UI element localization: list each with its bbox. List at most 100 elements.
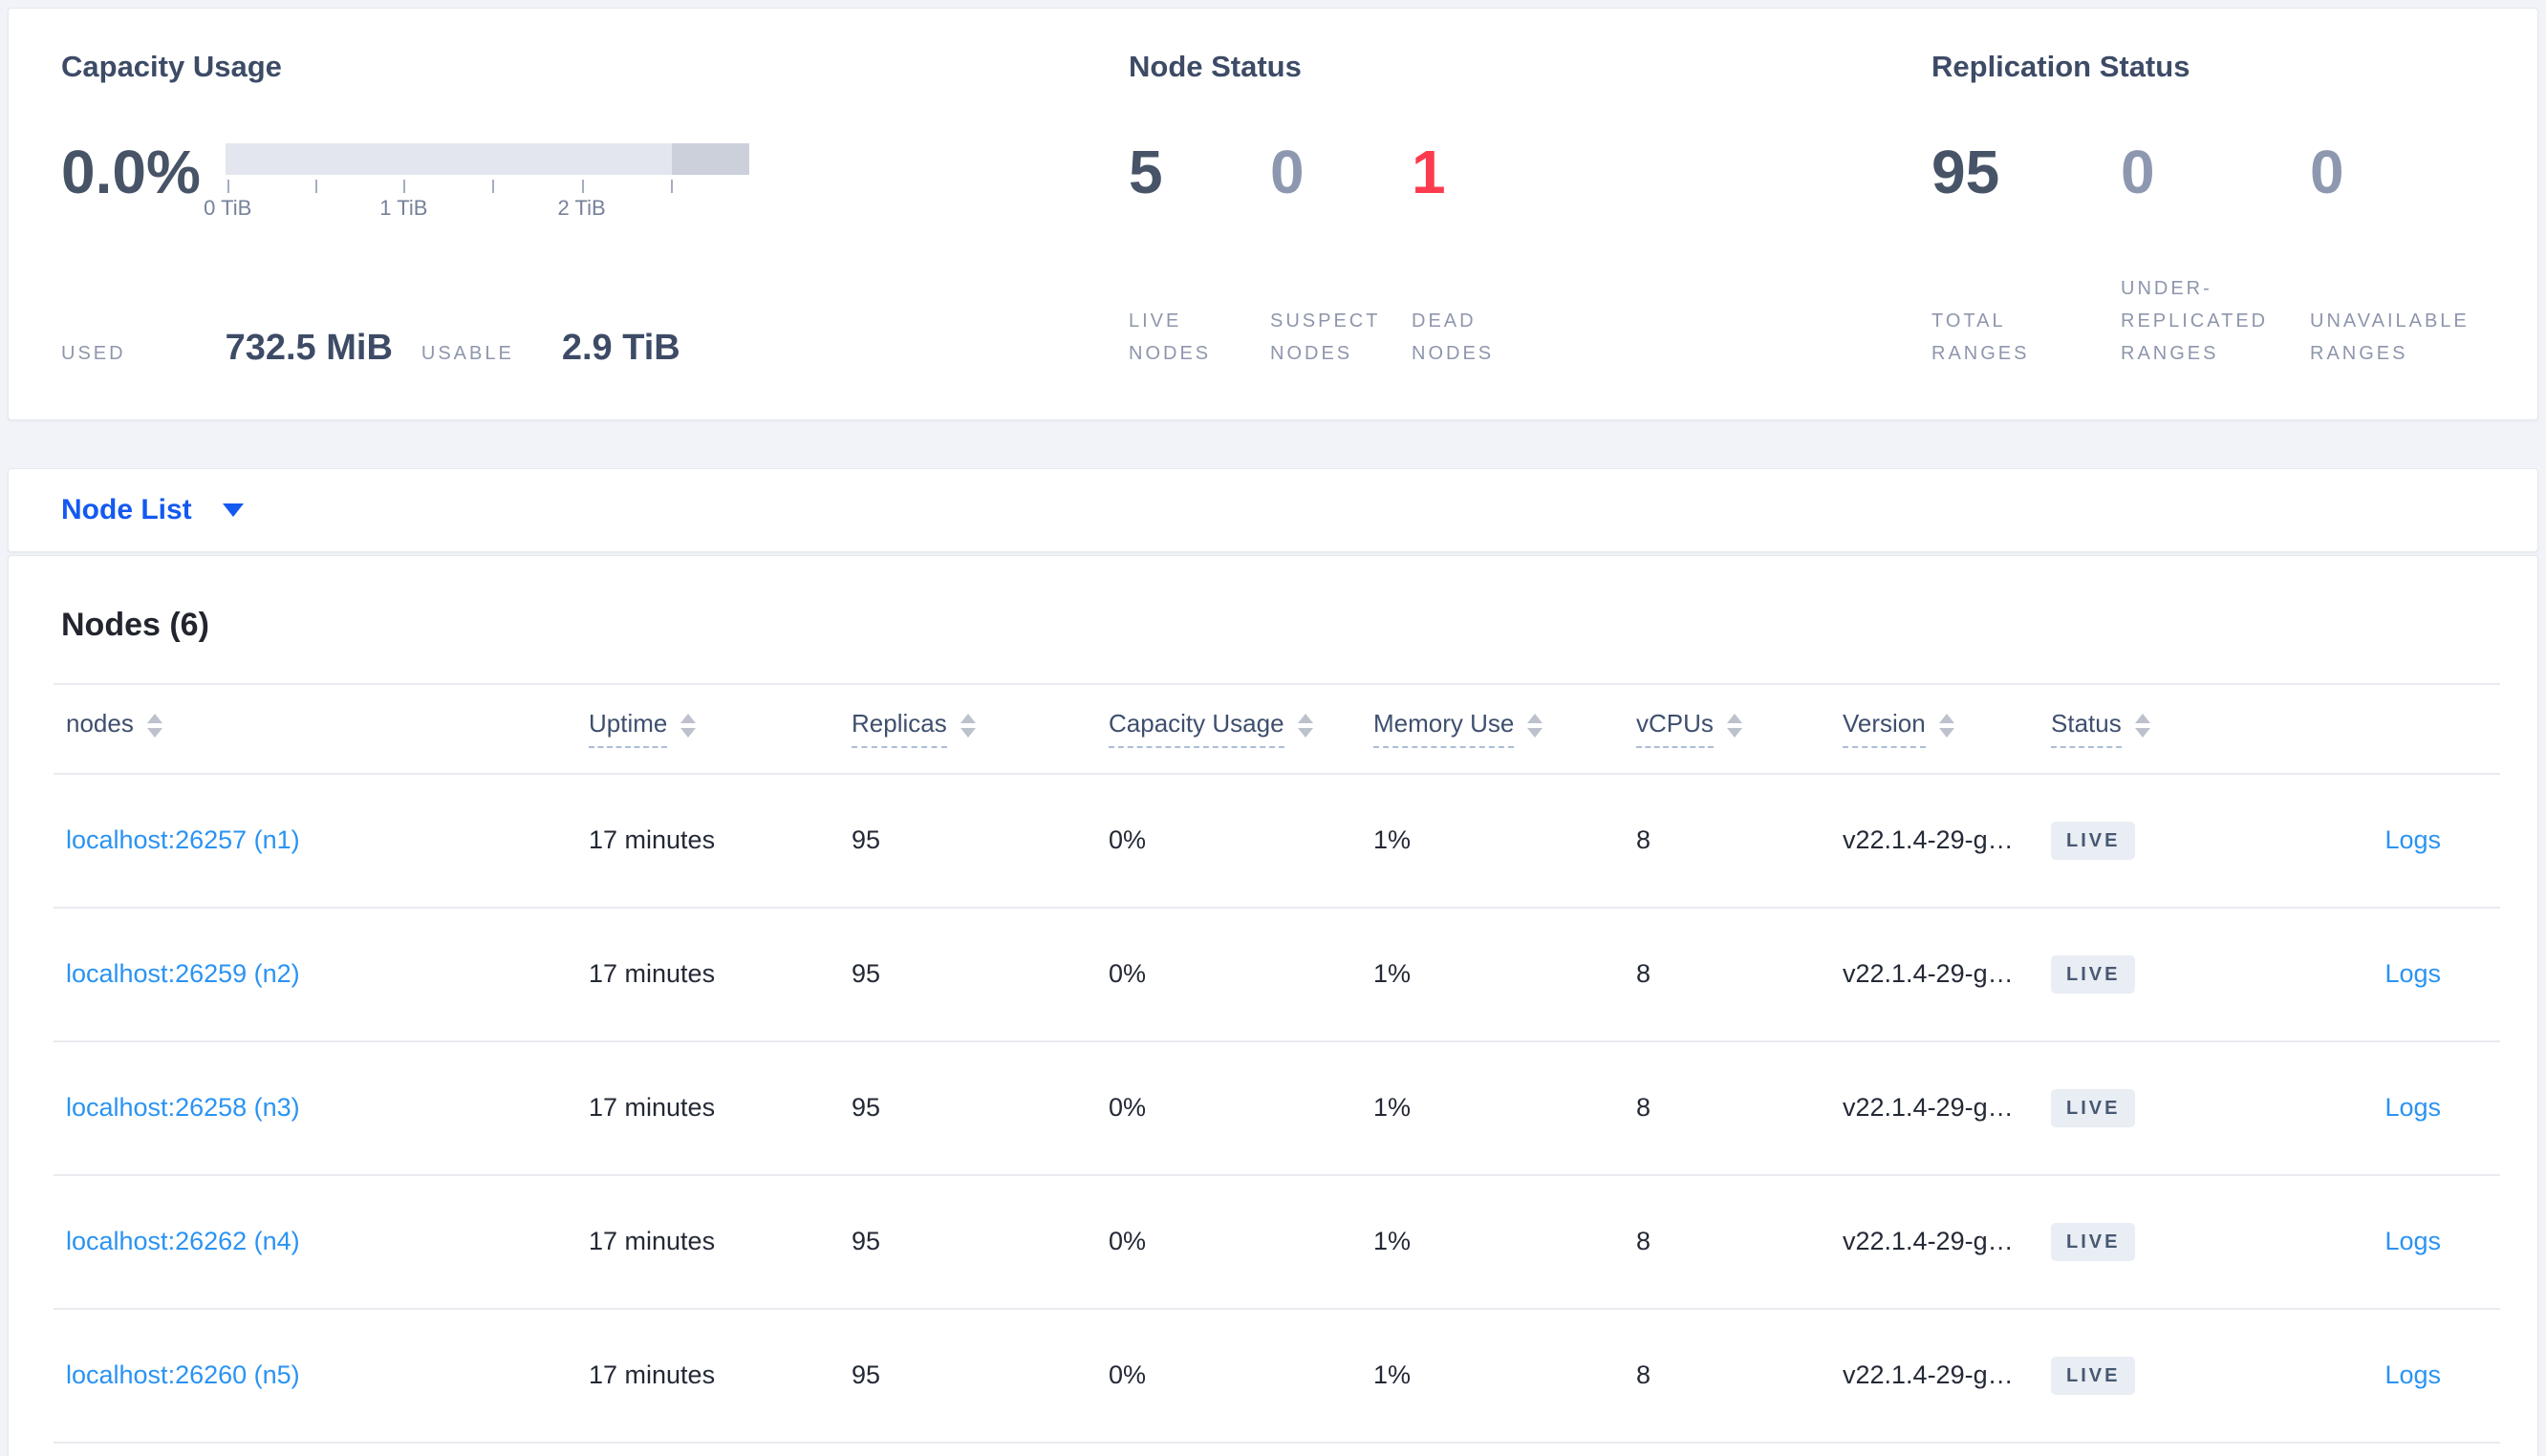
capacity-usage-cell: 0%: [1109, 1040, 1373, 1176]
column-header-version[interactable]: Version: [1843, 682, 2051, 775]
replicas-cell: 95: [852, 1174, 1109, 1310]
column-header-replicas[interactable]: Replicas: [852, 682, 1109, 775]
node-link[interactable]: localhost:26259 (n2): [66, 959, 300, 989]
total-ranges-count: 95: [1931, 138, 2000, 207]
version-cell: v22.1.4-29-g…: [1843, 1040, 2051, 1176]
replication-status-title: Replication Status: [1931, 50, 2190, 83]
column-header-logs-spacer: [2247, 682, 2500, 775]
live-nodes-stat: 5 LIVE NODES: [1129, 141, 1270, 370]
column-header-capacity-usage[interactable]: Capacity Usage: [1109, 682, 1373, 775]
suspect-nodes-label: SUSPECT NODES: [1270, 310, 1381, 364]
sort-arrows-icon: [1938, 714, 1954, 739]
memory-use-cell: 1%: [1373, 1040, 1636, 1176]
capacity-usage-cell: 0%: [1109, 907, 1373, 1042]
column-header-vcpus[interactable]: vCPUs: [1636, 682, 1843, 775]
version-cell: v22.1.4-29-g…: [1843, 907, 2051, 1042]
replication-stats: 95 TOTAL RANGES 0 UNDER-REPLICATED RANGE…: [1931, 141, 2499, 370]
replicas-cell: 95: [852, 907, 1109, 1042]
column-header-memory-use[interactable]: Memory Use: [1373, 682, 1636, 775]
capacity-usage-panel: Capacity Usage 0.0% 0 TiB 1 TiB 2 TiB: [61, 49, 1129, 370]
suspect-nodes-stat: 0 SUSPECT NODES: [1270, 141, 1412, 370]
table-header-row: nodes Uptime Replicas Capacity Usage: [54, 682, 2500, 775]
version-cell: v22.1.4-29-g…: [1843, 1174, 2051, 1310]
caret-down-icon: [222, 503, 244, 517]
capacity-usage-cell: 0%: [1109, 773, 1373, 909]
view-selector-bar: Node List: [8, 468, 2538, 552]
logs-link[interactable]: Logs: [2384, 959, 2441, 989]
dead-nodes-count: 1: [1412, 138, 1446, 207]
status-badge: LIVE: [2051, 1356, 2136, 1395]
node-status-stats: 5 LIVE NODES 0 SUSPECT NODES 1 DEAD NODE…: [1129, 141, 1931, 370]
logs-link[interactable]: Logs: [2384, 825, 2441, 855]
logs-link[interactable]: Logs: [2384, 1093, 2441, 1123]
sort-arrows-icon: [1527, 714, 1543, 739]
usable-label: USABLE: [421, 343, 514, 364]
node-list-dropdown-label: Node List: [61, 494, 192, 525]
total-ranges-stat: 95 TOTAL RANGES: [1931, 141, 2121, 370]
nodes-panel: Nodes (6) nodes Uptime: [8, 555, 2538, 1456]
uptime-cell: 17 minutes: [589, 1040, 852, 1176]
status-badge: LIVE: [2051, 954, 2136, 994]
capacity-values-row: USED 732.5 MiB USABLE 2.9 TiB: [61, 330, 1129, 370]
node-link[interactable]: localhost:26260 (n5): [66, 1360, 300, 1390]
sort-arrows-icon: [1726, 714, 1742, 739]
dead-nodes-label: DEAD NODES: [1412, 310, 1495, 364]
capacity-bar: [226, 143, 749, 176]
vcpus-cell: 8: [1636, 1040, 1843, 1176]
memory-use-cell: 1%: [1373, 1308, 1636, 1444]
capacity-usage-gauge: 0.0% 0 TiB 1 TiB 2 TiB: [61, 141, 1129, 221]
sort-arrows-icon: [1297, 714, 1313, 739]
capacity-usage-title: Capacity Usage: [61, 50, 282, 83]
memory-use-cell: 1%: [1373, 907, 1636, 1042]
vcpus-cell: 8: [1636, 1308, 1843, 1444]
live-nodes-label: LIVE NODES: [1129, 310, 1212, 364]
capacity-bar-chart: 0 TiB 1 TiB 2 TiB: [204, 143, 749, 221]
uptime-cell: 17 minutes: [589, 773, 852, 909]
used-label: USED: [61, 343, 126, 364]
node-list-dropdown[interactable]: Node List: [61, 494, 244, 526]
node-link[interactable]: localhost:26258 (n3): [66, 1093, 300, 1123]
version-cell: v22.1.4-29-g…: [1843, 1308, 2051, 1444]
unavailable-ranges-stat: 0 UNAVAILABLE RANGES: [2310, 141, 2499, 370]
unavailable-ranges-label: UNAVAILABLE RANGES: [2310, 310, 2470, 364]
capacity-usage-cell: 0%: [1109, 1174, 1373, 1310]
dead-nodes-stat: 1 DEAD NODES: [1412, 141, 1553, 370]
table-row: localhost:26260 (n5) 17 minutes 95 0% 1%…: [54, 1308, 2500, 1444]
replicas-cell: 95: [852, 1040, 1109, 1176]
column-header-status[interactable]: Status: [2051, 682, 2247, 775]
nodes-heading: Nodes (6): [61, 607, 209, 643]
axis-label-0tib: 0 TiB: [204, 196, 252, 221]
column-header-nodes[interactable]: nodes: [54, 682, 589, 775]
capacity-bar-reserved-segment: [671, 143, 749, 176]
status-badge: LIVE: [2051, 1088, 2136, 1127]
unavailable-ranges-count: 0: [2310, 138, 2344, 207]
logs-link[interactable]: Logs: [2384, 1227, 2441, 1256]
vcpus-cell: 8: [1636, 907, 1843, 1042]
under-replicated-ranges-count: 0: [2121, 138, 2155, 207]
replicas-cell: 95: [852, 773, 1109, 909]
status-badge: LIVE: [2051, 1222, 2136, 1261]
vcpus-cell: 8: [1636, 1174, 1843, 1310]
node-link[interactable]: localhost:26257 (n1): [66, 825, 300, 855]
live-nodes-count: 5: [1129, 138, 1163, 207]
logs-link[interactable]: Logs: [2384, 1360, 2441, 1390]
column-header-uptime[interactable]: Uptime: [589, 682, 852, 775]
capacity-axis-labels: 0 TiB 1 TiB 2 TiB: [204, 194, 749, 221]
under-replicated-ranges-label: UNDER-REPLICATED RANGES: [2121, 278, 2269, 364]
version-cell: v22.1.4-29-g…: [1843, 773, 2051, 909]
used-value: 732.5 MiB: [225, 328, 393, 368]
memory-use-cell: 1%: [1373, 773, 1636, 909]
sort-arrows-icon: [680, 714, 697, 739]
nodes-table: nodes Uptime Replicas Capacity Usage: [54, 682, 2500, 1444]
uptime-cell: 17 minutes: [589, 907, 852, 1042]
uptime-cell: 17 minutes: [589, 1174, 852, 1310]
usable-value: 2.9 TiB: [561, 328, 680, 368]
node-link[interactable]: localhost:26262 (n4): [66, 1227, 300, 1256]
replication-status-panel: Replication Status 95 TOTAL RANGES 0 UND…: [1931, 49, 2499, 370]
total-ranges-label: TOTAL RANGES: [1931, 310, 2030, 364]
status-badge: LIVE: [2051, 821, 2136, 860]
capacity-percent-value: 0.0%: [61, 138, 201, 207]
node-status-title: Node Status: [1129, 50, 1302, 83]
replicas-cell: 95: [852, 1308, 1109, 1444]
